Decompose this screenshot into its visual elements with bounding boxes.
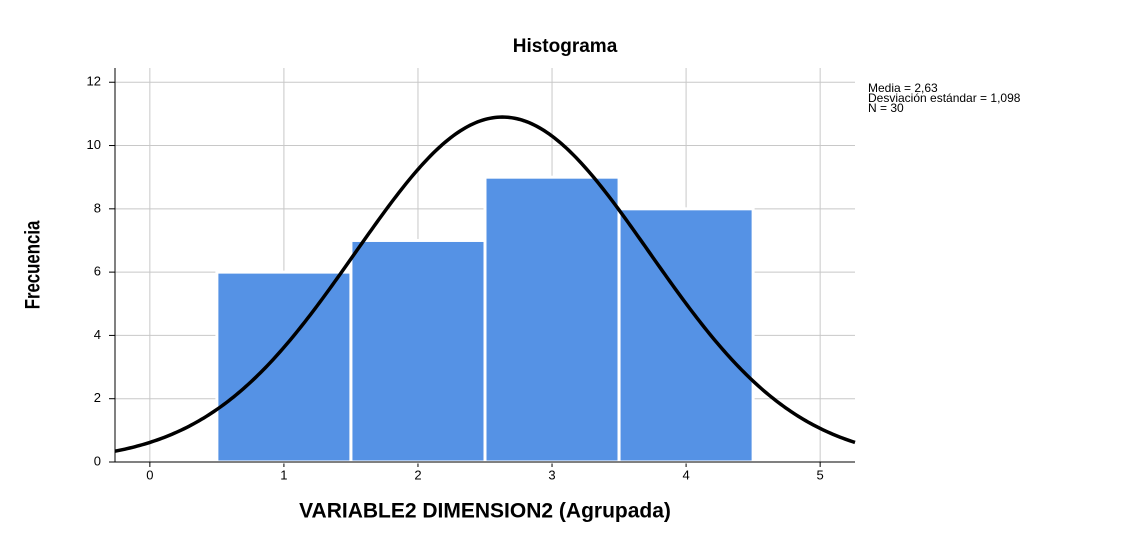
x-axis-label: VARIABLE2 DIMENSION2 (Agrupada) xyxy=(299,500,671,523)
x-tick-label: 5 xyxy=(817,467,824,482)
x-tick-label: 3 xyxy=(548,467,555,482)
normal-curve xyxy=(114,115,856,453)
y-tick-label: 0 xyxy=(94,453,101,468)
x-tick-label: 1 xyxy=(280,467,287,482)
y-tick-label: 2 xyxy=(94,390,101,405)
y-tick-label: 4 xyxy=(94,327,101,342)
bar xyxy=(215,270,353,464)
y-tick-label: 6 xyxy=(94,264,101,279)
y-tick-label: 8 xyxy=(94,200,101,215)
bar xyxy=(349,238,487,464)
y-axis-label: Frecuencia xyxy=(22,220,45,309)
stats-annotation: Desviación estándar = 1,098 xyxy=(868,91,1021,105)
x-tick-label: 2 xyxy=(414,467,421,482)
chart-title: Histograma xyxy=(513,36,618,57)
bar xyxy=(483,175,621,464)
stats-annotation: N = 30 xyxy=(868,101,904,115)
x-tick-label: 4 xyxy=(682,467,689,482)
y-tick-label: 10 xyxy=(87,137,101,152)
stats-annotation: Media = 2,63 xyxy=(868,81,938,95)
x-tick-label: 0 xyxy=(146,467,153,482)
bar xyxy=(617,207,755,464)
y-tick-label: 12 xyxy=(87,74,101,89)
